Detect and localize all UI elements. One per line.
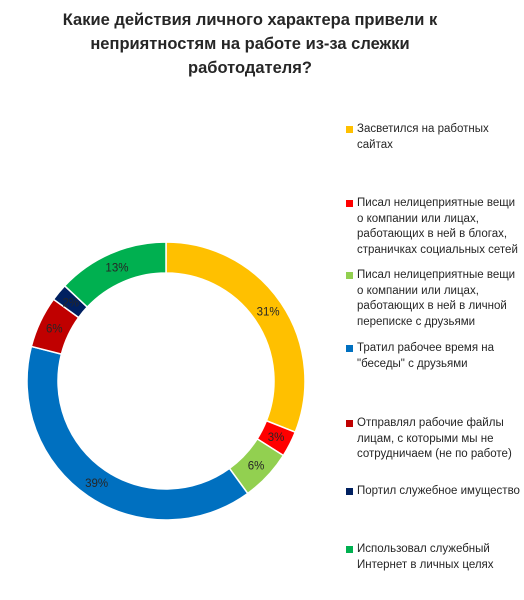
legend-swatch [346,488,353,495]
legend-label: Тратил рабочее время на "беседы" с друзь… [357,342,494,370]
slice-data-label: 3% [268,432,285,444]
legend-entry: Портил служебное имущество [346,484,522,500]
slice-data-label: 31% [257,307,280,319]
legend-swatch [346,420,353,427]
legend-entry: Отправлял рабочие файлы лицам, с которым… [346,416,522,463]
legend-entry: Использовал служебный Интернет в личных … [346,542,522,573]
pie-slice [165,241,306,434]
legend-swatch [346,345,353,352]
legend-swatch [346,272,353,279]
legend-entry: Тратил рабочее время на "беседы" с друзь… [346,341,522,372]
legend-entry: Засветился на работных сайтах [346,122,522,153]
slice-data-label: 13% [105,263,128,275]
legend-label: Писал нелицеприятные вещи о компании или… [357,269,516,328]
legend-label: Засветился на работных сайтах [357,123,489,151]
slice-data-label: 2% [63,297,80,309]
slice-data-label: 6% [248,461,265,473]
slice-data-label: 6% [46,323,63,335]
slice-data-label: 39% [85,478,108,490]
legend-entry: Писал нелицеприятные вещи о компании или… [346,268,522,330]
legend-entry: Писал нелицеприятные вещи о компании или… [346,196,522,258]
pie-slice [63,241,167,309]
legend-label: Писал нелицеприятные вещи о компании или… [357,197,518,256]
legend-label: Использовал служебный Интернет в личных … [357,543,494,571]
pie-slice [26,345,249,521]
legend-swatch [346,546,353,553]
legend-swatch [346,200,353,207]
legend-label: Отправлял рабочие файлы лицам, с которым… [357,417,512,460]
legend-swatch [346,126,353,133]
chart-title: Какие действия личного характера привели… [62,11,438,77]
legend-label: Портил служебное имущество [357,485,520,497]
